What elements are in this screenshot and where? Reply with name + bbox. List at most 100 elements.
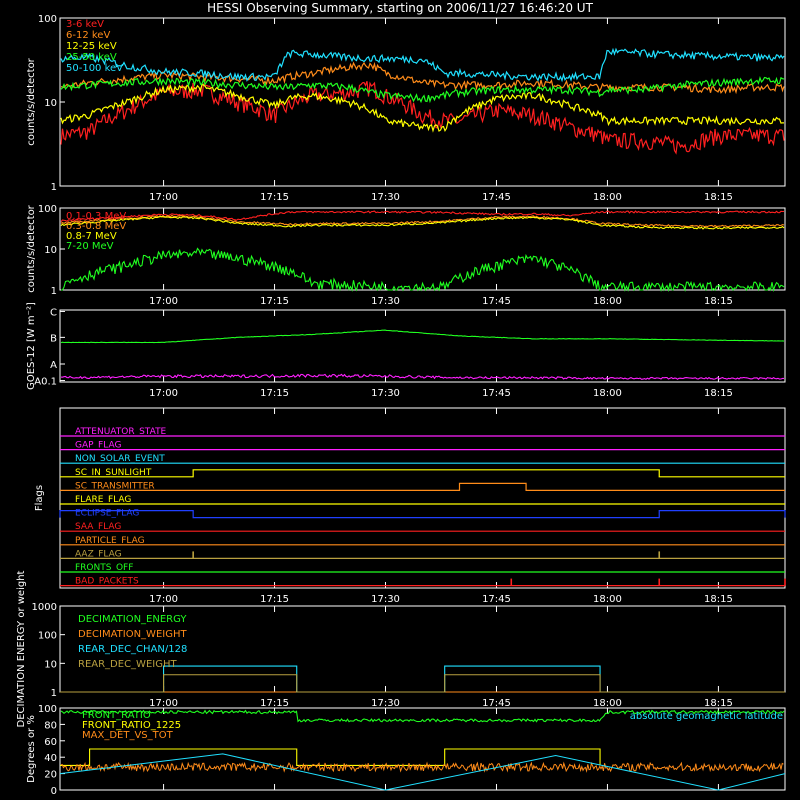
gamma-xtick-label: 17:30 xyxy=(371,296,400,307)
gamma-ytick-label: 100 xyxy=(38,204,57,215)
flag-label: FRONTS_OFF xyxy=(75,563,133,573)
goes-xtick-label: 17:45 xyxy=(482,388,511,399)
ratio-legend-entry: FRONT_RATIO xyxy=(82,710,151,721)
gamma-series-line xyxy=(60,210,785,223)
xray-ytick-label: 10 xyxy=(44,98,57,109)
decimation-ytick-label: 10 xyxy=(44,659,57,670)
ratio-front1225-line xyxy=(60,748,601,766)
flags-xtick-label: 17:45 xyxy=(482,594,511,605)
xray-series-line xyxy=(60,47,785,83)
xray-xtick-label: 17:00 xyxy=(149,192,178,203)
decimation-xtick-label: 17:30 xyxy=(371,698,400,709)
flag-line xyxy=(59,510,786,519)
xray-legend-entry: 12-25 keV xyxy=(66,41,117,52)
gamma-y-axis-label: counts/s/detector xyxy=(26,204,37,292)
goes-panel: 17:00 17:15 17:30 17:45 18:00 18:15 A0.1 A B C GOE… xyxy=(26,302,786,399)
goes-xtick-label: 17:30 xyxy=(371,388,400,399)
flags-xtick-label: 18:15 xyxy=(704,594,733,605)
decimation-ytick-label: 100 xyxy=(38,631,57,642)
xray-xtick-label: 17:45 xyxy=(482,192,511,203)
decimation-xtick-label: 17:00 xyxy=(149,698,178,709)
gamma-series-line xyxy=(61,247,785,293)
gamma-xtick-label: 18:15 xyxy=(704,296,733,307)
xray-series-line xyxy=(60,81,785,155)
decimation-ytick-label: 1 xyxy=(51,688,57,699)
decimation-series-line xyxy=(60,674,785,693)
flags-xtick-label: 17:15 xyxy=(260,594,289,605)
flags-xtick-label: 17:30 xyxy=(371,594,400,605)
gamma-series-line xyxy=(60,216,785,230)
xray-legend-entry: 50-100 keV xyxy=(66,63,123,74)
xray-xtick-label: 17:30 xyxy=(371,192,400,203)
ratio-maxdet-line xyxy=(60,761,784,773)
xray-series-line xyxy=(60,75,785,104)
decimation-legend-entry: REAR_DEC_CHAN/128 xyxy=(78,644,187,655)
gamma-xtick-label: 17:45 xyxy=(482,296,511,307)
xray-rates-panel: 17:00 17:15 17:30 17:45 18:00 18:15 1 10 100 coun… xyxy=(26,14,786,203)
gamma-legend-entry: 0.3-0.8 MeV xyxy=(66,221,126,232)
gamma-frame xyxy=(59,207,786,291)
goes-series-line xyxy=(60,329,785,344)
xray-ytick-label: 1 xyxy=(51,182,57,193)
gamma-ytick-label: 1 xyxy=(51,286,57,297)
ratio-y-axis-label: Degrees or % xyxy=(26,715,37,783)
ratio-ytick-label: 40 xyxy=(44,753,57,764)
decimation-ytick-label: 1000 xyxy=(32,602,57,613)
decimation-xtick-label: 18:15 xyxy=(704,698,733,709)
gamma-series-line xyxy=(60,214,785,228)
decimation-legend-entry: DECIMATION_WEIGHT xyxy=(78,629,187,640)
gamma-xtick-label: 17:15 xyxy=(260,296,289,307)
xray-xtick-label: 18:00 xyxy=(593,192,622,203)
flags-panel: 17:00 17:15 17:30 17:45 18:00 18:15 Flags ATTEN… xyxy=(34,407,786,605)
decimation-legend-entry: DECIMATION_ENERGY xyxy=(78,614,187,625)
ratio-ytick-label: 20 xyxy=(44,770,57,781)
flags-xtick-label: 18:00 xyxy=(593,594,622,605)
goes-ytick-label: C xyxy=(50,307,57,318)
flag-line xyxy=(60,482,785,491)
xray-legend-entry: 3-6 keV xyxy=(66,19,104,30)
flag-label: SC_TRANSMITTER xyxy=(75,481,155,491)
gamma-ytick-label: 10 xyxy=(44,245,57,256)
decimation-xtick-label: 17:45 xyxy=(482,698,511,709)
goes-xtick-label: 18:00 xyxy=(593,388,622,399)
goes-ytick-label: A0.1 xyxy=(34,377,57,388)
goes-xtick-label: 18:15 xyxy=(704,388,733,399)
gamma-legend-entry: 7-20 MeV xyxy=(66,241,114,252)
flag-label: PARTICLE_FLAG xyxy=(75,536,145,546)
ratio-legend-entry: FRONT_RATIO_1225 xyxy=(82,720,181,731)
ratio-latitude-annotation: absolute geomagnetic latitude xyxy=(630,711,783,722)
flag-label: FLARE_FLAG xyxy=(75,495,131,505)
decimation-xtick-label: 18:00 xyxy=(593,698,622,709)
goes-y-axis-label: GOES-12 [W m⁻²] xyxy=(26,302,37,390)
flag-label: NON_SOLAR_EVENT xyxy=(75,454,165,464)
ratio-latitude-line xyxy=(59,753,786,791)
decimation-panel: 17:00 17:15 17:30 17:45 18:00 18:15 1 10 100 1000… xyxy=(16,570,786,727)
xray-xtick-label: 17:15 xyxy=(260,192,289,203)
flag-line xyxy=(60,469,785,478)
xray-series-line xyxy=(60,61,785,95)
goes-xtick-label: 17:00 xyxy=(149,388,178,399)
gamma-legend-entry: 0.1-0.3 MeV xyxy=(66,211,126,222)
decimation-xtick-label: 17:15 xyxy=(260,698,289,709)
gamma-xtick-label: 18:00 xyxy=(593,296,622,307)
xray-xtick-label: 18:15 xyxy=(704,192,733,203)
xray-series-line xyxy=(60,83,785,133)
ratio-front-line xyxy=(60,709,785,723)
flags-xtick-label: 17:00 xyxy=(149,594,178,605)
flag-label: SAA_FLAG xyxy=(75,522,121,532)
flag-label: ECLIPSE_FLAG xyxy=(75,509,139,519)
xray-ytick-label: 100 xyxy=(38,14,57,25)
xray-frame xyxy=(59,17,786,187)
decimation-y-axis-label: DECIMATION ENERGY or weight xyxy=(16,570,27,727)
gamma-legend-entry: 0.8-7 MeV xyxy=(66,231,117,242)
gamma-rates-panel: 17:00 17:15 17:30 17:45 18:00 18:15 1 10 100coun… xyxy=(26,204,786,307)
gamma-xtick-label: 17:00 xyxy=(149,296,178,307)
flag-label: AAZ_FLAG xyxy=(75,549,122,559)
flags-y-axis-label: Flags xyxy=(34,485,45,511)
ratio-ytick-label: 100 xyxy=(38,704,57,715)
goes-series-line xyxy=(60,373,784,380)
decimation-legend-entry: REAR_DEC_WEIGHT xyxy=(78,659,177,670)
goes-ytick-label: B xyxy=(50,333,57,344)
